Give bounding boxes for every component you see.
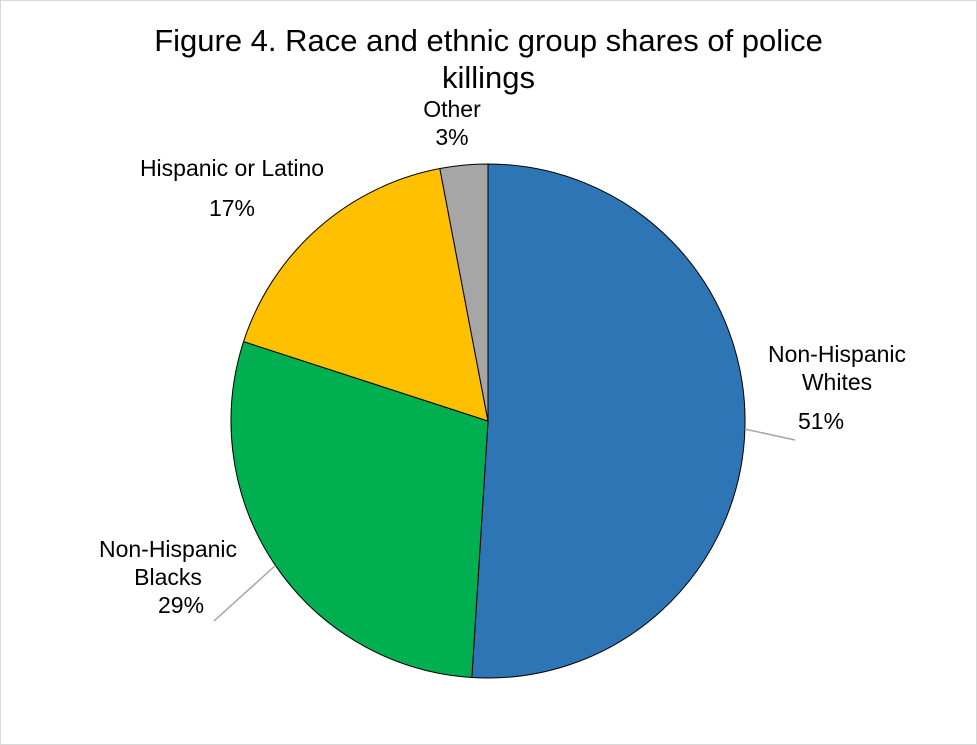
label-name-line-2: Whites [801,369,873,395]
pie-slice-non-hispanic-whites [471,163,746,679]
chart-title-line-2: killings [441,60,536,95]
chart-title: Figure 4. Race and ethnic group shares o… [0,22,977,96]
label-value: 29% [158,592,205,618]
label-non-hispanic-blacks: Non-Hispanic Blacks 29% [78,535,258,619]
pie-slice-hispanic-or-latino [242,167,489,422]
label-value: 51% [798,408,845,434]
pie-slices [230,163,746,679]
leader-line-non-hispanic-whites [744,428,796,441]
label-name-line-2: Blacks [134,564,202,590]
label-name-line-1: Non-Hispanic [98,536,238,562]
label-name-line-1: Non-Hispanic [767,341,907,367]
pie-slice-non-hispanic-blacks [230,340,489,679]
pie-slice-other [439,163,489,422]
leader-lines [213,428,796,622]
label-other: Other 3% [400,95,504,151]
label-value: 3% [435,124,469,150]
label-name-line-1: Hispanic or Latino [139,155,325,181]
leader-line-non-hispanic-blacks [213,564,276,622]
label-value: 17% [208,195,256,221]
chart-title-line-1: Figure 4. Race and ethnic group shares o… [154,23,823,58]
label-non-hispanic-whites: Non-Hispanic Whites 51% [752,340,922,435]
label-hispanic-or-latino: Hispanic or Latino 17% [122,154,342,222]
label-name-line-1: Other [423,96,481,122]
